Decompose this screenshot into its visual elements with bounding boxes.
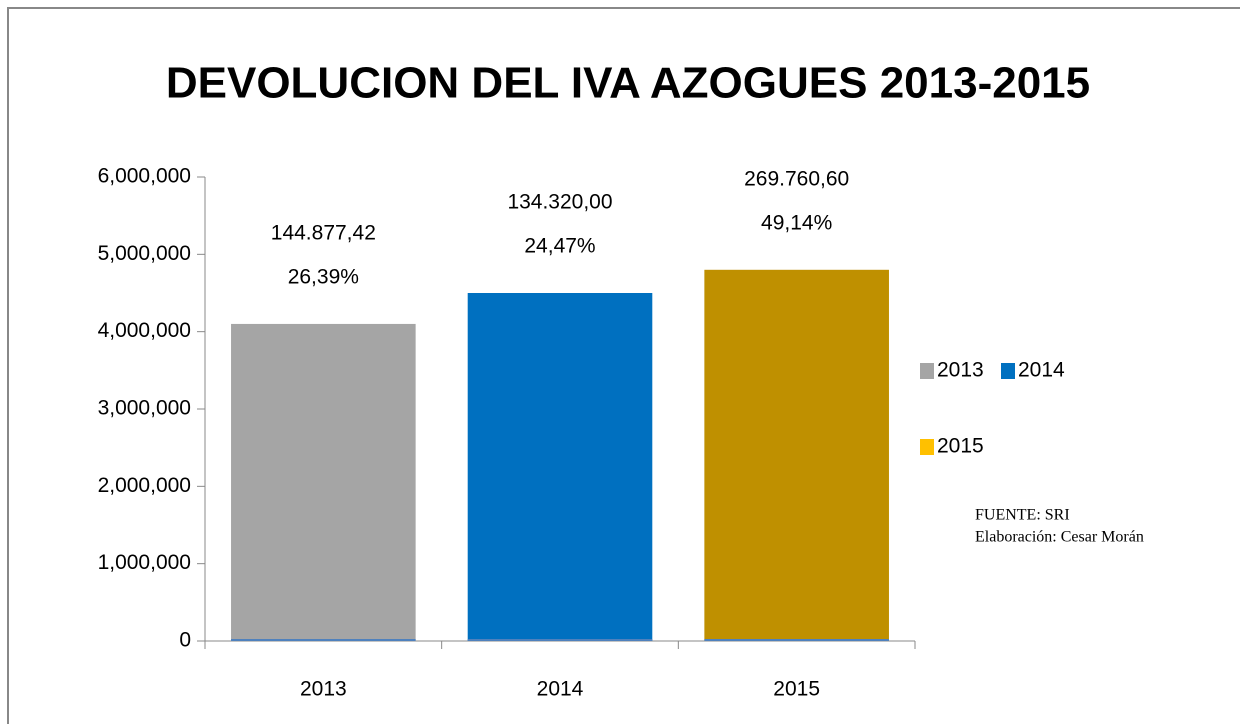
bar bbox=[467, 293, 653, 641]
y-tick-label: 6,000,000 bbox=[98, 165, 191, 188]
y-tick-label: 5,000,000 bbox=[98, 242, 191, 265]
legend-swatch bbox=[920, 363, 934, 379]
bar-annotation: 134.320,00 bbox=[507, 191, 612, 214]
legend-label: 2015 bbox=[937, 435, 984, 458]
frame bbox=[7, 7, 1240, 724]
source-note: FUENTE: SRI bbox=[975, 507, 1070, 524]
bar-annotation: 144.877,42 bbox=[271, 221, 376, 244]
source-note: Elaboración: Cesar Morán bbox=[975, 529, 1144, 546]
legend-swatch bbox=[920, 439, 934, 455]
y-tick-label: 0 bbox=[179, 629, 191, 652]
y-tick-label: 4,000,000 bbox=[98, 319, 191, 342]
y-tick-label: 3,000,000 bbox=[98, 397, 191, 420]
y-tick-label: 1,000,000 bbox=[98, 551, 191, 574]
y-tick-label: 2,000,000 bbox=[98, 474, 191, 497]
bar bbox=[704, 269, 889, 641]
bar-annotation: 49,14% bbox=[761, 211, 832, 234]
legend-swatch bbox=[1001, 363, 1015, 379]
bar-annotation: 269.760,60 bbox=[744, 167, 849, 190]
legend-label: 2013 bbox=[937, 359, 984, 382]
x-tick-label: 2013 bbox=[300, 678, 347, 701]
chart-title: DEVOLUCION DEL IVA AZOGUES 2013-2015 bbox=[166, 59, 1090, 108]
bar bbox=[231, 323, 416, 641]
x-tick-label: 2015 bbox=[773, 678, 820, 701]
x-tick-label: 2014 bbox=[537, 678, 584, 701]
legend-label: 2014 bbox=[1018, 359, 1065, 382]
bar-annotation: 24,47% bbox=[524, 235, 595, 258]
bar-annotation: 26,39% bbox=[288, 265, 359, 288]
